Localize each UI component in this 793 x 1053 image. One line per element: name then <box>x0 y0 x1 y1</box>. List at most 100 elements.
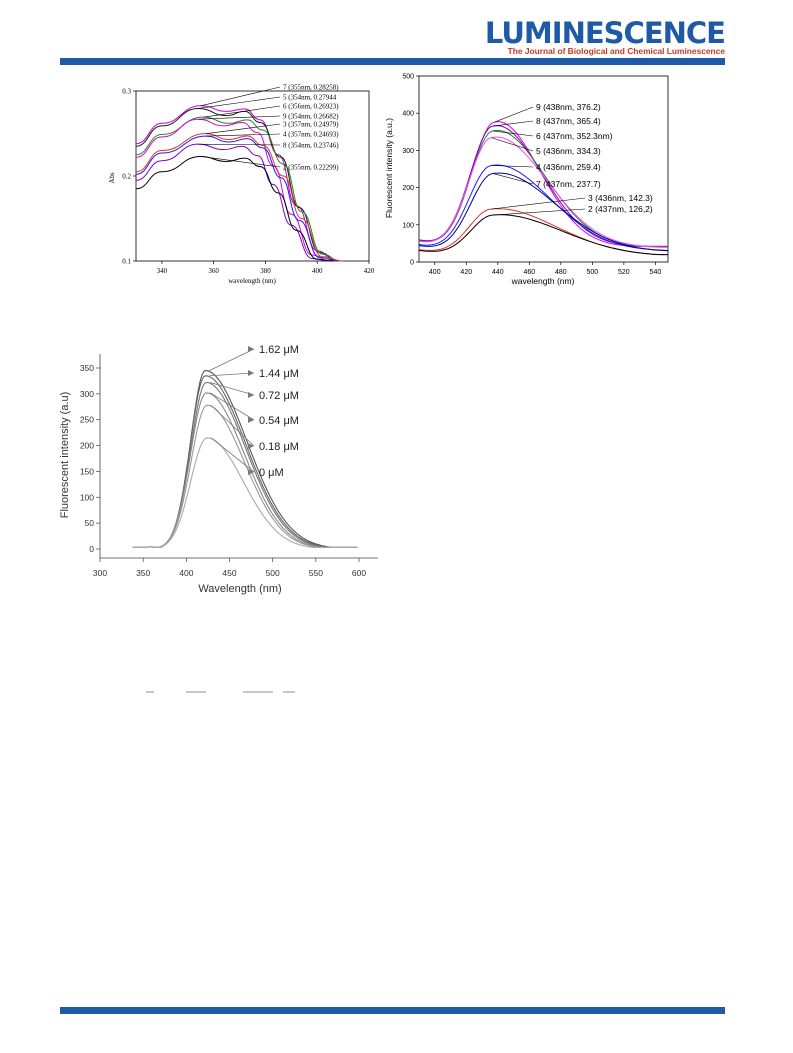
x-tick-label: 340 <box>157 267 168 275</box>
series-line-7 <box>418 172 669 252</box>
annotation-leader <box>198 96 281 109</box>
x-axis-label: wavelength (nm) <box>511 276 575 286</box>
annotation-leader <box>200 156 281 168</box>
annotation-leader <box>205 123 281 134</box>
x-tick-label: 450 <box>222 568 236 578</box>
y-tick-label: 0.1 <box>122 258 131 266</box>
y-tick-label: 150 <box>80 466 94 476</box>
series-line-2 <box>418 214 668 256</box>
x-tick-label: 380 <box>260 267 271 275</box>
annotation-leader <box>493 120 534 127</box>
footer-rule <box>60 1007 725 1014</box>
arrow-head <box>248 469 254 475</box>
arrow-head <box>248 370 254 376</box>
concentration-chart: 300 350 400 450 500 550 600 0 50 100 150 200 250 300 3… <box>59 344 378 595</box>
annotation-leader <box>198 143 281 146</box>
series-line-3 <box>135 133 344 262</box>
series-line-4 <box>135 135 338 262</box>
peak-annotation: 4 (436nm, 259.4) <box>536 162 601 172</box>
annotation-leader <box>493 208 586 216</box>
peak-annotation: 6 (356nm, 0.26923) <box>283 103 339 111</box>
concentration-label: 0.54 μM <box>259 415 299 427</box>
concentration-label: 1.62 μM <box>259 344 299 356</box>
x-tick-label: 480 <box>555 269 567 276</box>
y-tick-label: 200 <box>80 441 94 451</box>
annotation-leader <box>203 105 281 118</box>
y-tick-label: 300 <box>80 389 94 399</box>
y-tick-label: 350 <box>80 363 94 373</box>
concentration-label: 0.18 μM <box>259 441 299 453</box>
arrow-head <box>248 392 254 398</box>
y-tick-label: 100 <box>402 222 414 229</box>
peak-annotation: 7 (355nm, 0.28258) <box>283 84 339 92</box>
series-line <box>132 370 358 548</box>
x-tick-label: 440 <box>492 269 504 276</box>
plot-frame <box>418 75 669 263</box>
scan-artifact <box>283 691 295 693</box>
y-tick-label: 250 <box>80 415 94 425</box>
y-tick-label: 300 <box>402 148 414 155</box>
x-tick-label: 460 <box>523 269 535 276</box>
journal-title: LUMINESCENCE <box>484 16 726 50</box>
x-tick-label: 360 <box>208 267 219 275</box>
x-tick-label: 550 <box>309 568 323 578</box>
peak-annotation: 5 (354nm, 0.27944 <box>283 94 337 102</box>
scan-artifact <box>146 691 154 693</box>
x-tick-label: 420 <box>460 269 472 276</box>
x-tick-label: 420 <box>364 267 375 275</box>
header-rule <box>60 58 725 65</box>
x-tick-label: 400 <box>179 568 193 578</box>
annotation-arrow <box>210 437 255 473</box>
fluorescence-chart: 400 420 440 460 480 500 520 540 0 100 200 300 400 500… <box>384 74 669 286</box>
x-tick-label: 520 <box>618 269 630 276</box>
annotation-arrow <box>209 372 255 377</box>
peak-annotation: 9 (438nm, 376.2) <box>536 102 601 112</box>
series-line-5 <box>418 136 668 248</box>
peak-annotation: 3 (436nm, 142.3) <box>588 193 653 203</box>
x-tick-label: 500 <box>266 568 280 578</box>
x-axis-label: wavelength (nm) <box>228 277 276 285</box>
x-tick-label: 400 <box>429 269 441 276</box>
x-tick-label: 500 <box>587 269 599 276</box>
y-tick-label: 0 <box>410 260 414 267</box>
y-tick-label: 0 <box>89 544 94 554</box>
x-tick-label: 400 <box>312 267 323 275</box>
series-line <box>132 404 358 548</box>
peak-annotation: 8 (437nm, 365.4) <box>536 116 601 126</box>
y-axis-label: Fluorescent intensity (a.u.) <box>384 118 394 218</box>
y-tick-label: 0.3 <box>122 88 131 96</box>
annotation-leader <box>492 173 534 185</box>
peak-annotation: 6 (437nm, 352.3nm) <box>536 131 613 141</box>
series-line-2 <box>135 155 333 262</box>
x-tick-label: 540 <box>650 269 662 276</box>
peak-annotation: 4 (357nm, 0.24693) <box>283 131 339 139</box>
arrow-head <box>248 443 254 449</box>
scan-artifact <box>186 691 206 693</box>
peak-annotation: 3 (357nm, 0.24979) <box>283 121 339 129</box>
x-axis-label: Wavelength (nm) <box>198 583 281 595</box>
y-tick-label: 50 <box>85 518 95 528</box>
series-line-4 <box>418 164 669 251</box>
annotation-leader <box>491 165 534 168</box>
annotation-arrow <box>209 392 255 421</box>
series-line-8 <box>135 143 331 262</box>
peak-annotation: 2 (437nm, 126,2) <box>588 204 653 214</box>
journal-subtitle: The Journal of Biological and Chemical L… <box>507 46 725 56</box>
annotation-leader <box>491 137 534 152</box>
annotation-leader <box>494 106 534 123</box>
annotation-leader <box>491 197 586 210</box>
series-line <box>132 437 358 548</box>
y-axis-label: Fluorescent intensity (a.u) <box>59 392 71 519</box>
annotation-leader <box>205 133 281 137</box>
absorbance-chart: 340 360 380 400 420 0.1 0.2 0.3 7 (355nm, 0.282… <box>108 84 375 286</box>
y-tick-label: 0.2 <box>122 173 131 181</box>
series-line-7 <box>135 105 336 262</box>
y-axis-label: Abs <box>108 172 116 184</box>
concentration-label: 0 μM <box>259 467 284 479</box>
annotation-arrow <box>209 348 255 371</box>
series-line <box>132 392 358 548</box>
y-tick-label: 200 <box>402 185 414 192</box>
concentration-label: 1.44 μM <box>259 368 299 380</box>
annotation-leader <box>198 115 281 120</box>
peak-annotation: 8 (354nm, 0.23746) <box>283 142 339 150</box>
